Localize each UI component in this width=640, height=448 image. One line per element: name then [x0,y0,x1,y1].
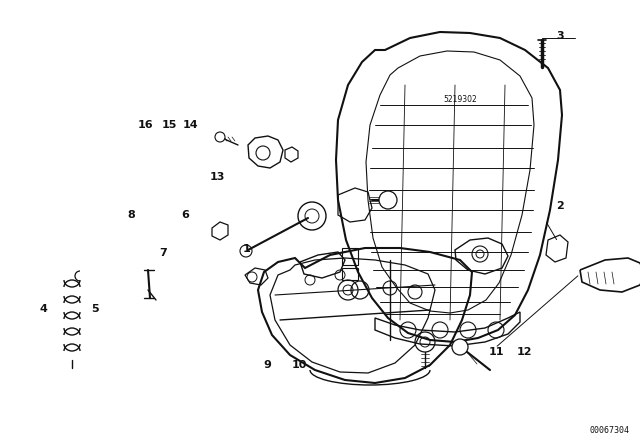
Text: 5219302: 5219302 [443,95,477,104]
Text: 5: 5 [91,304,99,314]
Text: 11: 11 [488,347,504,357]
Text: 1: 1 [243,244,250,254]
Text: 7: 7 [159,248,167,258]
Circle shape [452,339,468,355]
Text: 9: 9 [264,360,271,370]
Text: 12: 12 [517,347,532,357]
Text: 2: 2 [556,201,564,211]
Text: 8: 8 [127,210,135,220]
Text: 15: 15 [162,121,177,130]
Text: 3: 3 [556,31,564,41]
Text: 6: 6 [182,210,189,220]
Text: 13: 13 [210,172,225,182]
Text: 4: 4 [40,304,47,314]
Text: 16: 16 [138,121,154,130]
Circle shape [215,132,225,142]
Text: 14: 14 [183,121,198,130]
Circle shape [379,191,397,209]
Text: 00067304: 00067304 [590,426,630,435]
Text: 10: 10 [292,360,307,370]
